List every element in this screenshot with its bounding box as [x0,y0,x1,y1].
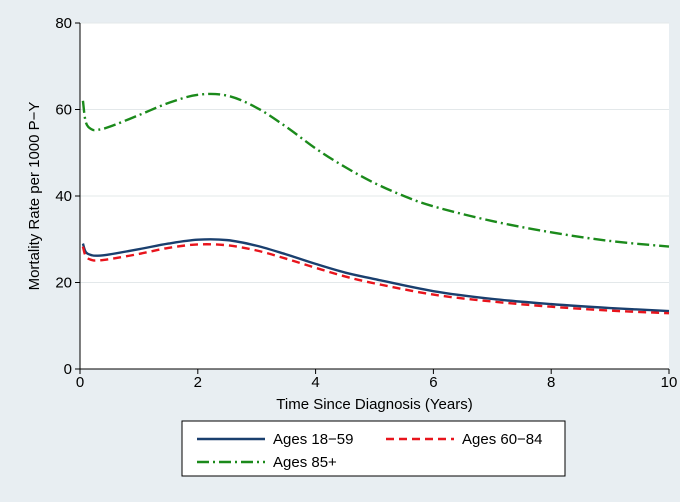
x-tick-label-0: 0 [76,374,84,391]
y-tick-label-3: 60 [55,102,72,119]
x-tick-label-2: 4 [311,374,319,391]
legend: Ages 18−59 Ages 60−84 Ages 85+ [181,420,566,477]
legend-box [181,420,566,477]
series-line-1 [81,243,670,315]
x-tick-label-3: 6 [429,374,437,391]
legend-label-2: Ages 85+ [273,454,337,471]
legend-label-1: Ages 60−84 [462,431,543,448]
y-tick-label-0: 0 [64,361,72,378]
x-tick-label-4: 8 [547,374,555,391]
x-tick-label-5: 10 [661,374,678,391]
series-line-2 [81,92,670,248]
series-line-0 [81,238,670,313]
y-tick-label-2: 40 [55,188,72,205]
y-tick-label-4: 80 [55,15,72,32]
x-axis-title: Time Since Diagnosis (Years) [276,396,472,413]
axes: 0 20 40 60 80 0 2 4 6 8 10 [55,15,677,391]
x-tick-label-1: 2 [194,374,202,391]
y-tick-label-1: 20 [55,275,72,292]
legend-label-0: Ages 18−59 [273,431,354,448]
y-axis-title: Mortality Rate per 1000 P−Y [26,102,43,291]
series-lines [81,92,670,315]
